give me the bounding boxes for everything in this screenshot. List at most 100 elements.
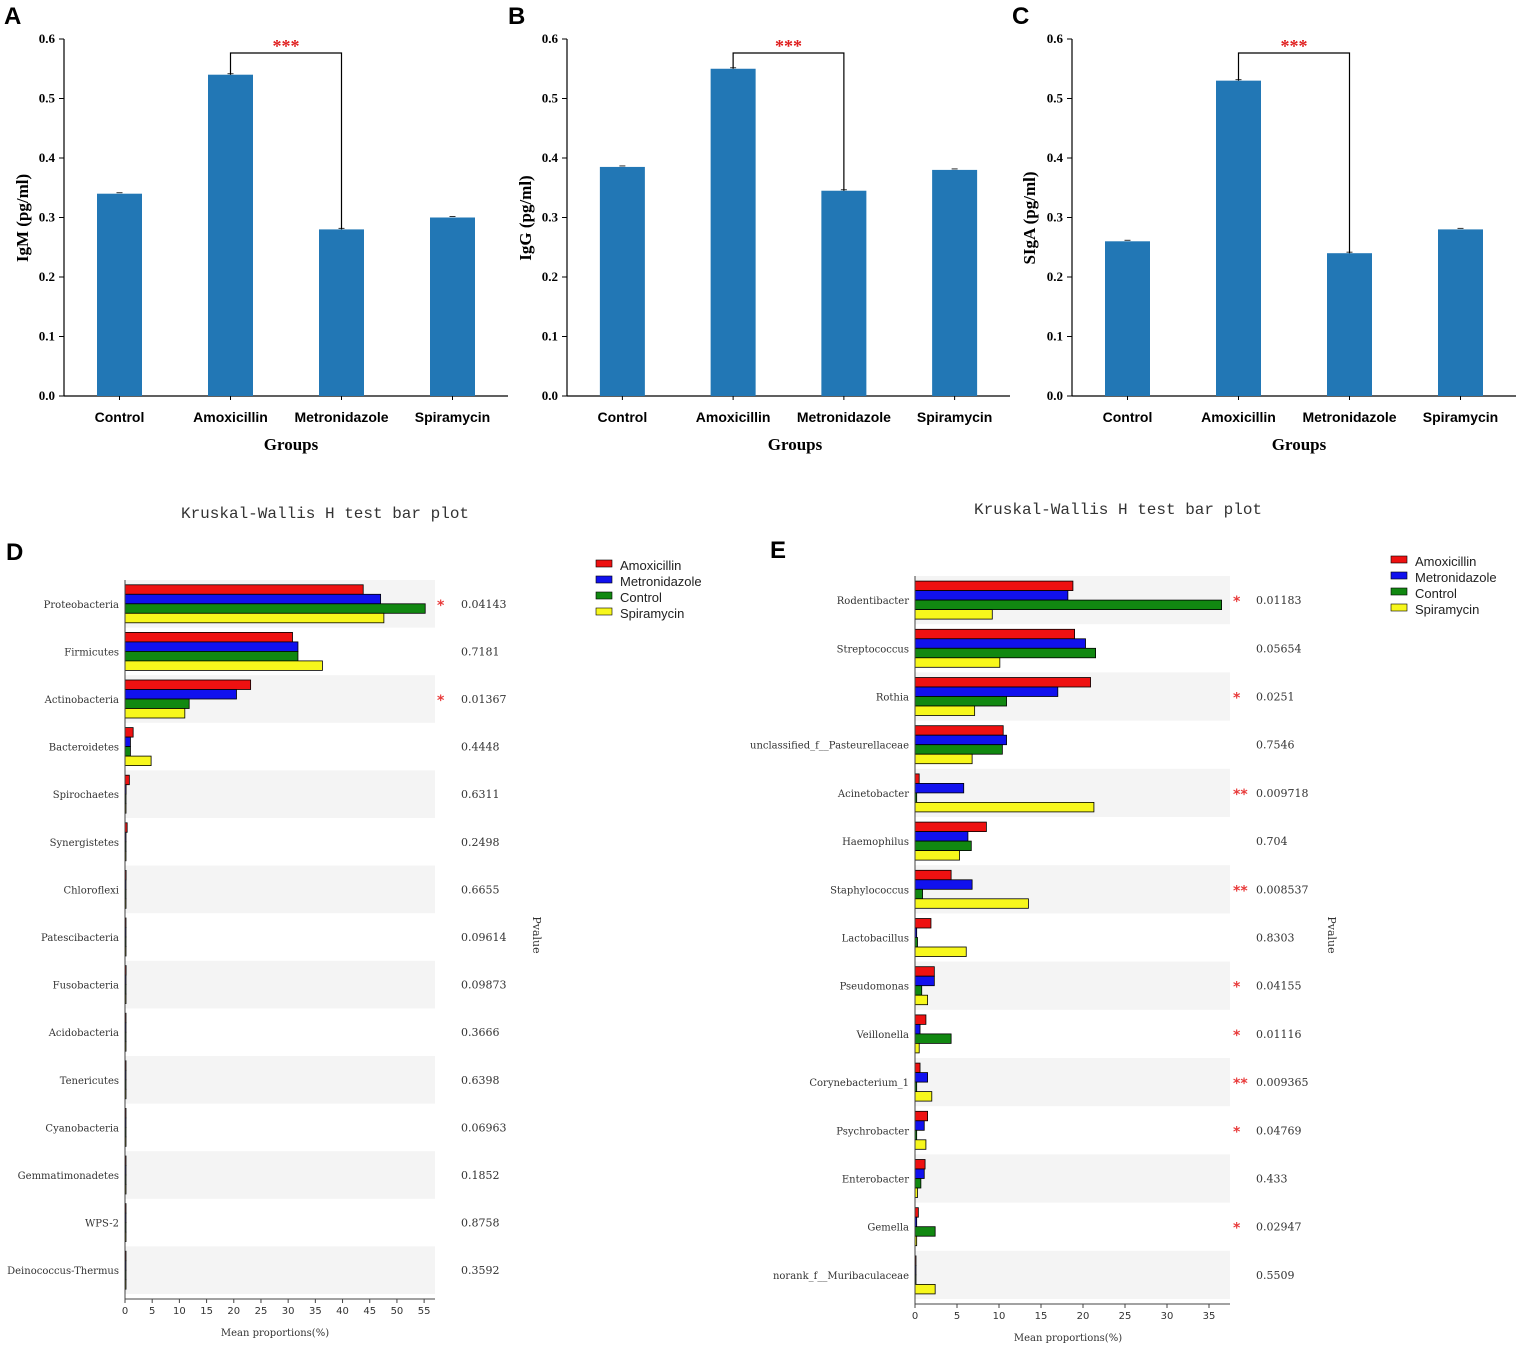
y-tick-label: 0.1: [39, 329, 55, 344]
category-label: Gemella: [867, 1223, 909, 1234]
row-background: [125, 770, 435, 818]
y-tick-label: 0.6: [39, 31, 56, 46]
category-label: Acidobacteria: [48, 1028, 119, 1039]
category-label: Chloroflexi: [63, 885, 119, 896]
legend-swatch-control: [1390, 587, 1408, 596]
bar-amoxicillin: [914, 869, 952, 881]
x-tick-label: 25: [1119, 1311, 1132, 1322]
p-value: 0.04155: [1256, 980, 1302, 993]
y-axis-title: SIgA (pg/ml): [1020, 171, 1039, 264]
significance-star: *: [437, 693, 445, 709]
bar-metronidazole: [914, 1168, 925, 1179]
legend-swatch-spiramycin: [595, 607, 613, 616]
y-tick-label: 0.6: [1047, 31, 1064, 46]
legend-label: Control: [1415, 586, 1457, 601]
bar-spiramycin: [914, 705, 976, 716]
x-axis-title: Groups: [768, 435, 823, 454]
bar-amoxicillin: [914, 821, 987, 832]
bar-metronidazole: [914, 734, 1007, 746]
y-tick-label: 0.0: [39, 388, 55, 403]
chart-title: Kruskal-Wallis H test bar plot: [181, 505, 469, 523]
x-tick-label: 50: [391, 1306, 404, 1317]
significance-star: *: [437, 598, 445, 614]
row-background: [125, 1056, 435, 1104]
bar-amoxicillin: [914, 580, 1074, 591]
x-tick-label: 10: [173, 1306, 186, 1317]
x-tick-label: 25: [255, 1306, 268, 1317]
bar-metronidazole: [914, 879, 973, 890]
bar-metronidazole: [124, 641, 299, 652]
legend-label: Metronidazole: [1415, 570, 1497, 585]
bar-spiramycin: [914, 1284, 936, 1295]
bar-spiramycin: [124, 612, 385, 624]
legend-swatch-spiramycin: [1390, 603, 1408, 612]
bar-metronidazole: [1327, 253, 1372, 396]
bar-amoxicillin: [208, 74, 253, 396]
panel-label: C: [1012, 3, 1029, 30]
row-background: [915, 1154, 1230, 1203]
bar-amoxicillin: [914, 1207, 919, 1218]
bar-control: [914, 1178, 922, 1189]
bar-spiramycin: [914, 609, 993, 620]
bar-control: [914, 744, 1003, 755]
panel-label: B: [508, 3, 525, 30]
bar-spiramycin: [914, 753, 973, 765]
bar-spiramycin: [914, 657, 1001, 668]
bar-amoxicillin: [1216, 80, 1261, 397]
x-tick-label: 10: [993, 1311, 1006, 1322]
x-tick-label: 30: [1161, 1311, 1174, 1322]
bar-spiramycin: [914, 898, 1029, 909]
bar-control: [914, 696, 1007, 707]
category-label: Spirochaetes: [53, 790, 119, 801]
x-tick-label: Control: [597, 409, 647, 425]
row-background: [915, 961, 1230, 1010]
bar-spiramycin: [124, 755, 152, 766]
bar-amoxicillin: [124, 727, 134, 738]
x-tick-label: 15: [1035, 1311, 1048, 1322]
x-axis-title: Mean proportions(%): [221, 1328, 329, 1339]
y-tick-label: 0.4: [542, 150, 559, 165]
category-label: Veillonella: [855, 1030, 909, 1041]
y-tick-label: 0.3: [39, 210, 56, 225]
significance-star: **: [1233, 787, 1248, 803]
p-value: 0.7546: [1256, 739, 1295, 752]
panel-label: E: [770, 537, 786, 564]
p-value: 0.8758: [461, 1217, 500, 1230]
legend-label: Control: [620, 590, 662, 605]
p-value: 0.009365: [1256, 1076, 1309, 1089]
legend-swatch-amoxicillin: [1390, 555, 1408, 564]
bar-spiramycin: [914, 946, 967, 957]
p-value: 0.1852: [461, 1169, 500, 1182]
bar-amoxicillin: [914, 1014, 927, 1025]
p-value: 0.433: [1256, 1173, 1288, 1186]
x-tick-label: 0: [912, 1311, 918, 1322]
x-tick-label: 20: [1077, 1311, 1090, 1322]
panel-label: A: [4, 3, 21, 30]
row-background: [125, 865, 435, 914]
category-label: Fusobacteria: [53, 981, 119, 992]
x-tick-label: 30: [282, 1306, 295, 1317]
category-label: Bacteroidetes: [49, 743, 119, 754]
legend-label: Spiramycin: [620, 606, 684, 621]
bar-metronidazole: [914, 1072, 929, 1083]
bar-amoxicillin: [914, 773, 920, 784]
x-tick-label: 35: [1203, 1311, 1216, 1322]
significance-star: *: [1233, 1221, 1241, 1237]
x-tick-label: 5: [954, 1311, 960, 1322]
category-label: WPS-2: [85, 1219, 119, 1230]
significance-star: **: [1233, 1076, 1248, 1092]
y-tick-label: 0.5: [542, 91, 559, 106]
bar-metronidazole: [124, 689, 237, 700]
category-label: Rodentibacter: [837, 596, 909, 607]
y-tick-label: 0.5: [1047, 91, 1064, 106]
y-tick-label: 0.5: [39, 91, 56, 106]
bar-amoxicillin: [710, 68, 756, 396]
category-label: Rothia: [876, 693, 909, 704]
legend-swatch-amoxicillin: [595, 559, 613, 568]
y-axis-title: IgM (pg/ml): [13, 174, 32, 262]
row-background: [125, 960, 435, 1009]
p-value: 0.3666: [461, 1026, 500, 1039]
y-tick-label: 0.1: [542, 329, 558, 344]
bar-amoxicillin: [914, 628, 1076, 640]
